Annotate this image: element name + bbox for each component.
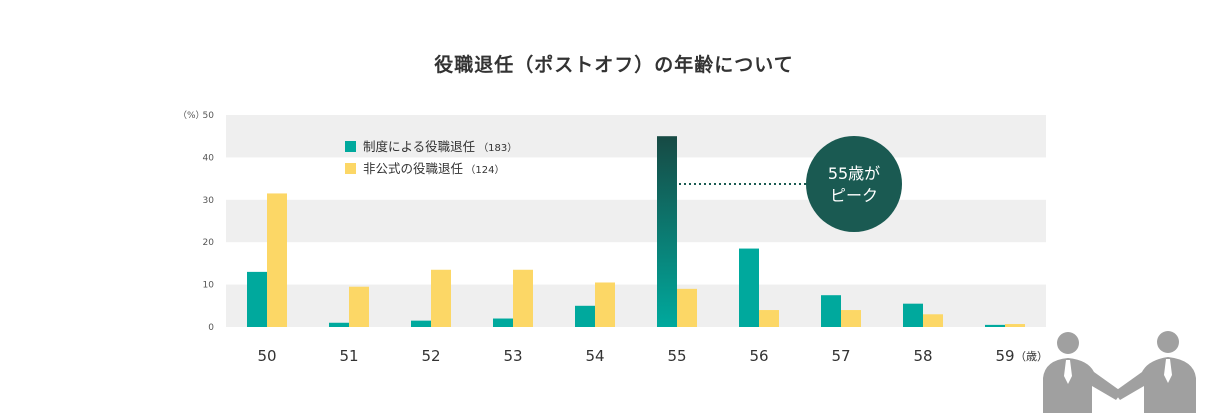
- y-axis-label: （%）: [178, 110, 205, 121]
- bar-51-series2: [349, 286, 369, 327]
- x-tick-label: 54: [585, 347, 604, 365]
- y-tick-label: 10: [203, 281, 215, 291]
- x-tick-label: 55: [667, 347, 686, 365]
- bar-50-series1: [247, 271, 267, 327]
- bar-59-series2: [1005, 324, 1025, 327]
- y-tick-label: 50: [203, 111, 215, 121]
- x-tick-label: 50: [257, 347, 276, 365]
- bar-58-series1: [903, 303, 923, 327]
- annotation-circle: [806, 136, 902, 232]
- y-tick-label: 20: [203, 238, 215, 248]
- grid-band: [226, 115, 1046, 158]
- grid-band: [226, 199, 1046, 243]
- bar-54-series2: [595, 282, 615, 327]
- bar-57-series1: [821, 295, 841, 327]
- legend-swatch: [345, 141, 356, 152]
- x-tick-label: 58: [913, 347, 932, 365]
- y-tick-label: 30: [203, 196, 215, 206]
- business-people-handshake-icon: [1043, 331, 1196, 413]
- bar-55-series2: [677, 288, 697, 327]
- x-tick-label: 57: [831, 347, 850, 365]
- bar-53-series2: [513, 269, 533, 327]
- y-tick-label: 0: [208, 323, 214, 333]
- bar-54-series1: [575, 305, 595, 327]
- y-tick-label: 40: [203, 153, 215, 163]
- bar-50-series2: [267, 193, 287, 327]
- bar-52-series2: [431, 269, 451, 327]
- chart-title: 役職退任（ポストオフ）の年齢について: [434, 54, 794, 76]
- x-tick-label: 51: [339, 347, 358, 365]
- x-tick-label: 52: [421, 347, 440, 365]
- legend-count: （183）: [478, 142, 517, 154]
- bar-58-series2: [923, 314, 943, 327]
- bar-59-series1: [985, 324, 1005, 327]
- bar-56-series1: [739, 248, 759, 327]
- bar-51-series1: [329, 322, 349, 327]
- bar-52-series1: [411, 320, 431, 327]
- bar-56-series2: [759, 310, 779, 327]
- annotation-text-line1: 55歳が: [828, 164, 880, 183]
- legend-count: （124）: [465, 164, 504, 176]
- bar-57-series2: [841, 310, 861, 327]
- x-tick-label: 53: [503, 347, 522, 365]
- bar-55-series1: [657, 136, 677, 327]
- bar-53-series1: [493, 318, 513, 327]
- x-tick-label: 56: [749, 347, 768, 365]
- legend-swatch: [345, 163, 356, 174]
- x-axis-unit: （歳）: [1015, 350, 1048, 363]
- annotation-text-line2: ピーク: [830, 186, 878, 205]
- legend-label: 非公式の役職退任: [363, 161, 463, 176]
- legend-label: 制度による役職退任: [363, 139, 475, 154]
- x-tick-label: 59: [995, 347, 1014, 365]
